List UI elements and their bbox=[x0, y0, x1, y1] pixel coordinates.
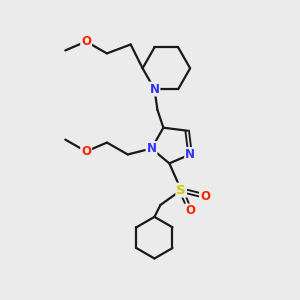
Text: O: O bbox=[81, 35, 91, 48]
Text: N: N bbox=[149, 82, 160, 96]
Text: N: N bbox=[185, 148, 195, 161]
Text: S: S bbox=[176, 184, 186, 196]
Text: N: N bbox=[146, 142, 157, 155]
Text: O: O bbox=[200, 190, 210, 202]
Text: O: O bbox=[185, 204, 195, 218]
Text: O: O bbox=[81, 145, 91, 158]
